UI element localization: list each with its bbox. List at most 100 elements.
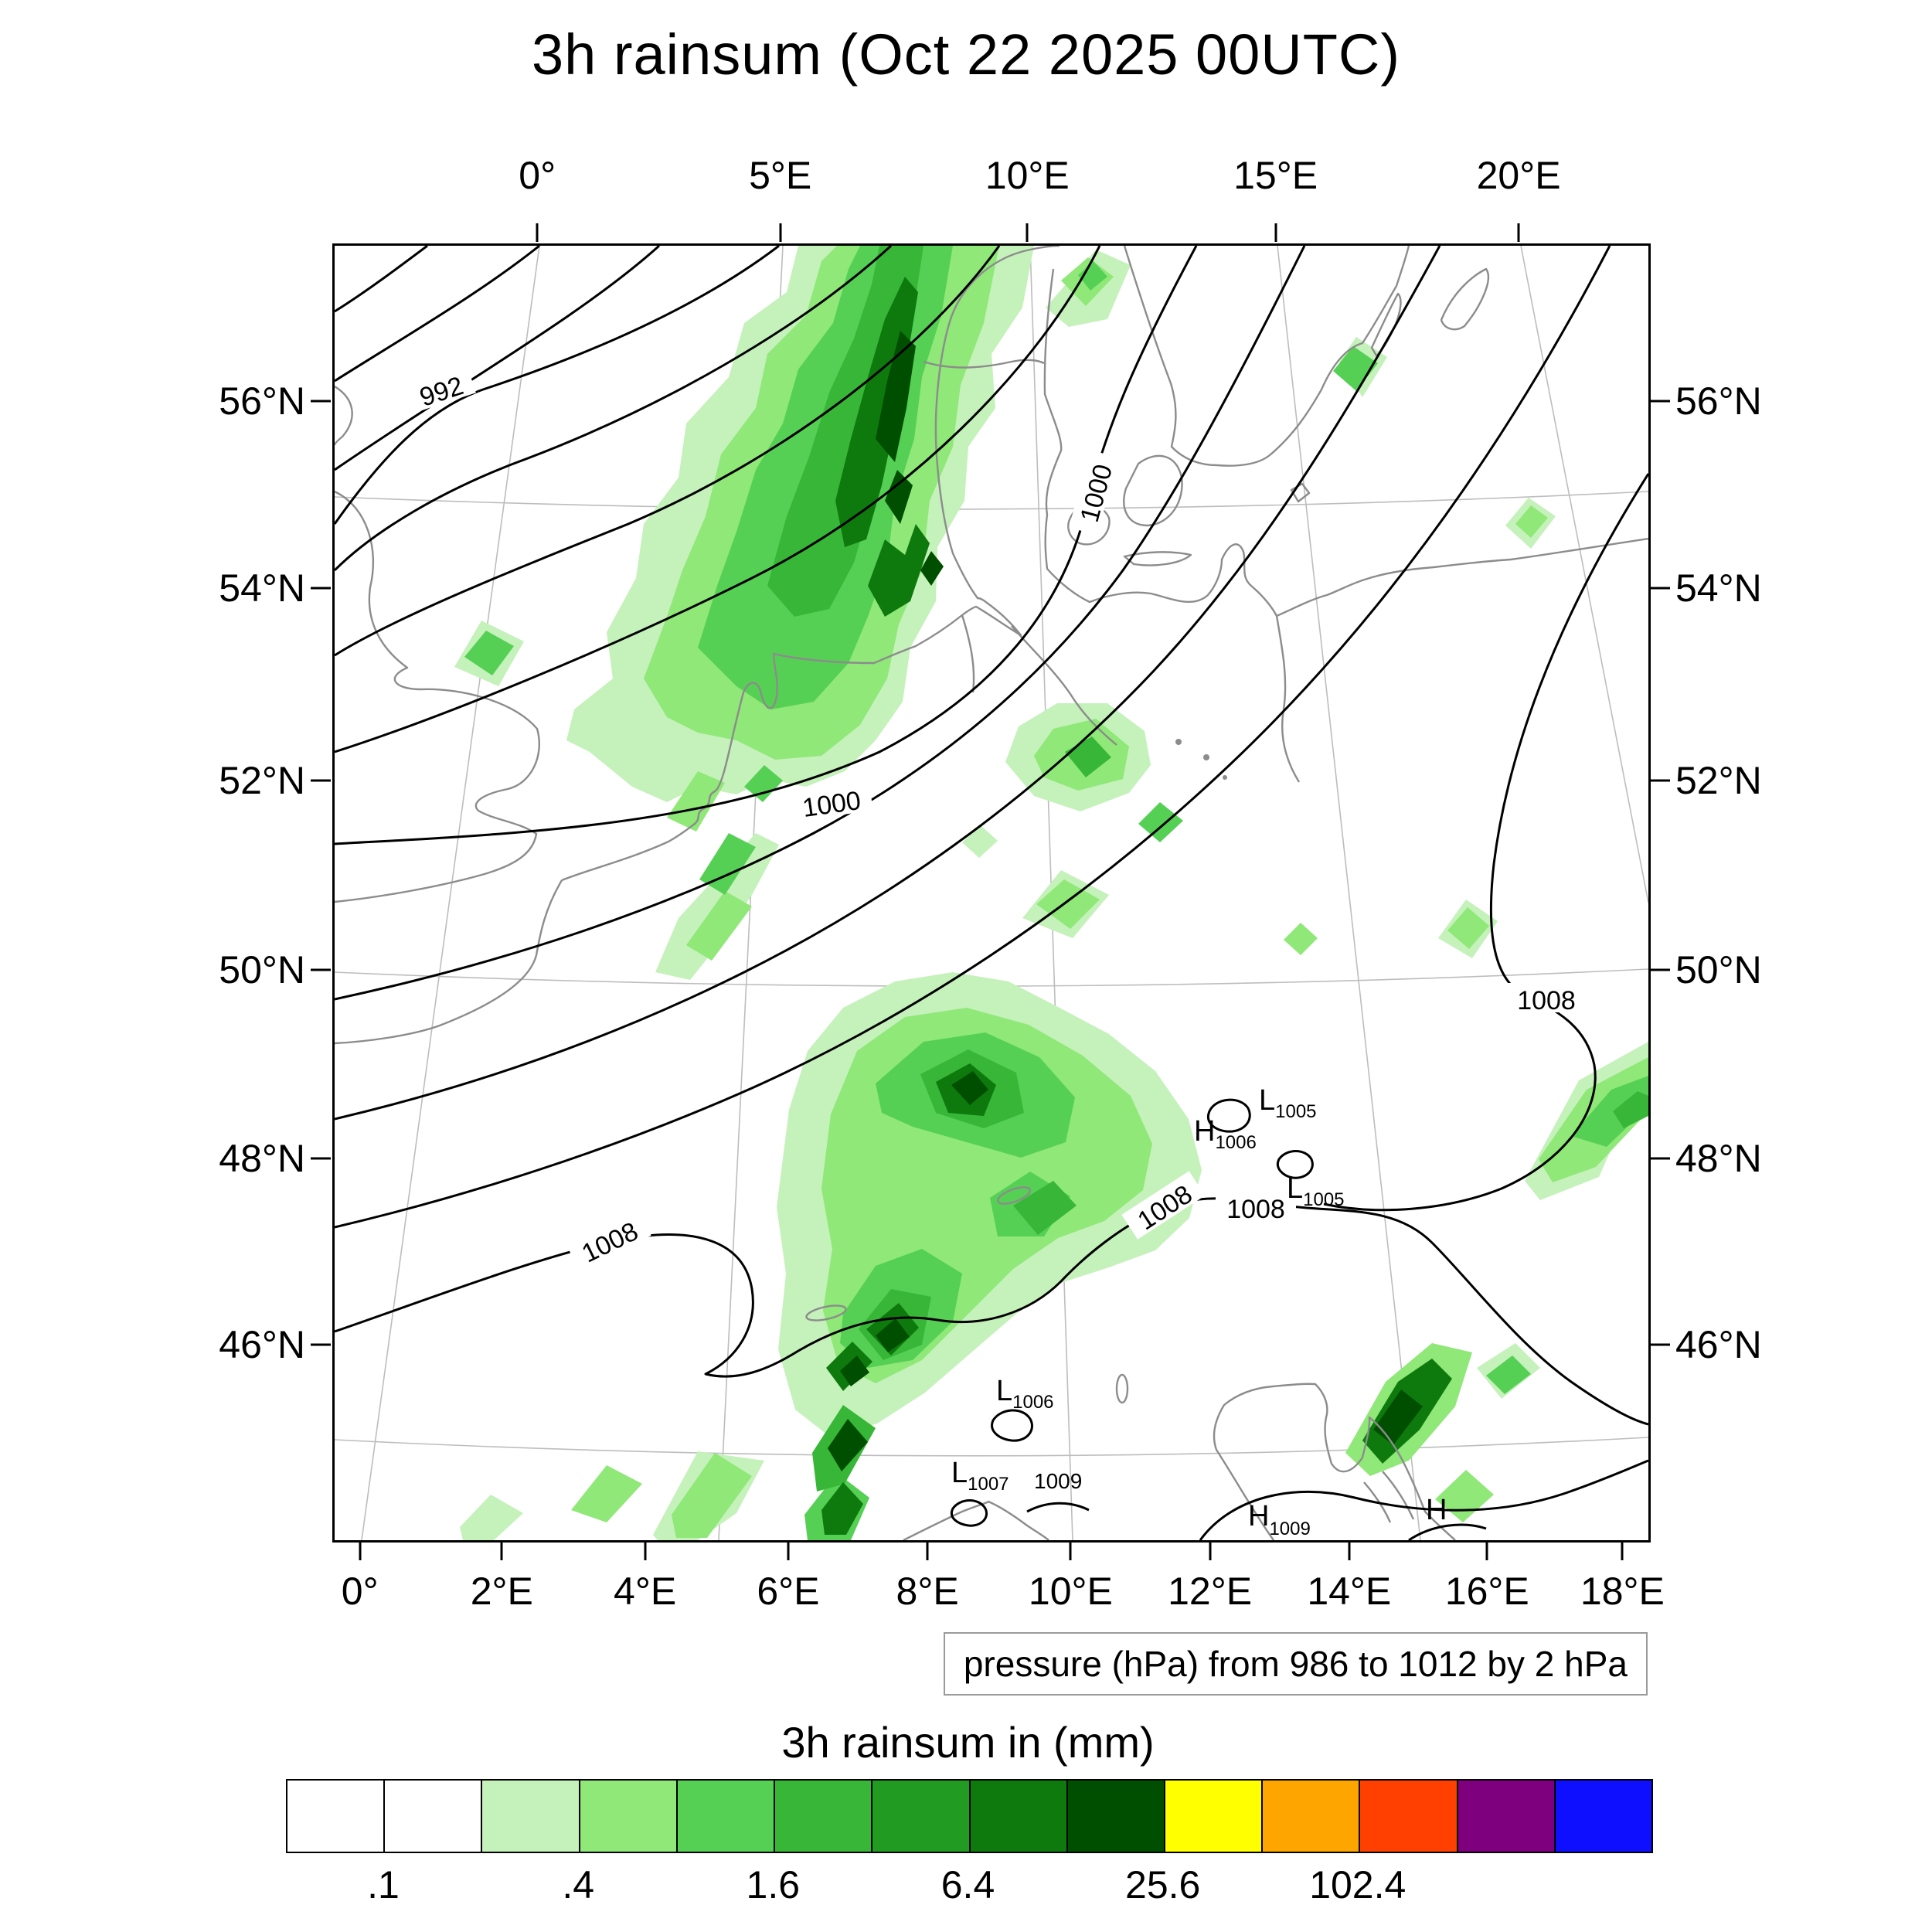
svg-text:1000: 1000 [1075, 461, 1118, 526]
colorbar-tick-label: .4 [562, 1863, 595, 1906]
colorbar-segment [968, 1781, 1066, 1852]
axis-tick-left [311, 968, 331, 971]
colorbar-segment [578, 1781, 676, 1852]
axis-tick-left [311, 400, 331, 403]
isobar-1004 [335, 246, 1441, 1121]
isobar-990 [335, 246, 661, 471]
isobar-loop-l1005a [1207, 1098, 1251, 1133]
axis-tick-top [1026, 223, 1029, 242]
colorbar-segment [675, 1781, 774, 1852]
island-lolland [1123, 551, 1192, 566]
coastline-adriatic [1213, 1383, 1456, 1540]
axis-tick-bottom [926, 1542, 929, 1560]
isobar-1008-south [335, 1197, 1648, 1426]
axis-label-bottom: 2°E [470, 1570, 533, 1613]
axis-tick-right [1650, 968, 1670, 971]
contour-label: 1000 [1069, 450, 1118, 536]
axis-label-left: 46°N [219, 1323, 305, 1367]
svg-text:1008: 1008 [1226, 1195, 1285, 1224]
axis-label-top: 5°E [749, 154, 812, 197]
axis-label-right: 54°N [1675, 566, 1762, 610]
contour-label: 1000 [789, 781, 873, 823]
lake-garda [1115, 1373, 1129, 1404]
pressure-caption: pressure (hPa) from 986 to 1012 by 2 hPa [943, 1632, 1648, 1696]
croatian-islands [1363, 1471, 1415, 1523]
river-elbe [1011, 625, 1117, 746]
axis-tick-right [1650, 587, 1670, 590]
rain-layer [454, 246, 1648, 1540]
axis-label-top: 10°E [985, 154, 1070, 197]
graticule-layer [335, 246, 1648, 1540]
axis-label-right: 50°N [1675, 947, 1762, 992]
pressure-contour-layer [335, 246, 1648, 1540]
axis-label-left: 56°N [219, 379, 305, 423]
lake-dot [1175, 739, 1182, 745]
parallel-line [335, 1437, 1648, 1457]
axis-tick-bottom [1621, 1542, 1624, 1560]
axis-right-labels: 56°N 54°N 52°N 50°N 48°N 46°N [1675, 243, 1842, 1538]
island-gotland [1440, 267, 1490, 331]
lake-dot [1203, 754, 1209, 760]
axis-tick-top [1274, 223, 1277, 242]
axis-tick-bottom [1348, 1542, 1351, 1560]
axis-tick-bottom [787, 1542, 790, 1560]
axis-label-bottom: 8°E [896, 1570, 959, 1613]
isobar-986 [335, 246, 428, 313]
pressure-center: H1009 [1248, 1500, 1311, 1539]
coastline-liguria [903, 1500, 1049, 1540]
colorbar [286, 1779, 1653, 1853]
island-sjaelland [1123, 454, 1183, 527]
parallel-line [335, 491, 1648, 510]
contour-label: 1008 [1216, 1192, 1296, 1224]
axis-bottom-labels: 0° 2°E 4°E 6°E 8°E 10°E 12°E 14°E 16°E 18°E [332, 1569, 1665, 1615]
axis-tick-bottom [359, 1542, 362, 1560]
river-oder [1275, 615, 1301, 783]
axis-label-top: 15°E [1233, 154, 1318, 197]
colorbar-tick-label: 1.6 [746, 1863, 801, 1906]
axis-label-bottom: 6°E [757, 1570, 820, 1613]
axis-tick-left [311, 1157, 331, 1160]
colorbar-segment [1163, 1781, 1262, 1852]
map-plot-area: 992 1000 1000 1008 1008 [332, 243, 1651, 1543]
isobar-bottom-right [1199, 1459, 1648, 1540]
axis-label-top: 0° [519, 154, 556, 197]
colorbar-segment [481, 1781, 579, 1852]
axis-top-ticks [332, 223, 1646, 242]
axis-label-right: 48°N [1675, 1137, 1762, 1181]
coastline-denmark-east [1043, 268, 1648, 617]
isobar-988 [335, 246, 540, 383]
axis-tick-left [311, 1343, 331, 1346]
axis-label-left: 48°N [219, 1137, 305, 1181]
colorbar-title: 3h rainsum in (mm) [781, 1718, 1155, 1767]
isobar-1006 [335, 246, 1611, 1229]
pressure-center: H1006 [1194, 1115, 1257, 1153]
isobar-996 [335, 246, 1001, 657]
axis-label-bottom: 18°E [1580, 1570, 1665, 1613]
lake-geneva [805, 1304, 847, 1321]
svg-text:1008: 1008 [1517, 986, 1576, 1015]
colorbar-segment [774, 1781, 872, 1852]
axis-label-right: 52°N [1675, 759, 1762, 803]
colorbar-tick-labels: .1 .4 1.6 6.4 25.6 102.4 [286, 1862, 1650, 1909]
axis-tick-right [1650, 400, 1670, 403]
axis-tick-right [1650, 1343, 1670, 1346]
lake-constance [996, 1186, 1032, 1205]
axis-tick-bottom [644, 1542, 647, 1560]
axis-tick-bottom [500, 1542, 503, 1560]
axis-label-bottom: 10°E [1028, 1570, 1113, 1613]
axis-bottom-ticks [332, 1542, 1646, 1560]
axis-tick-bottom [1069, 1542, 1072, 1560]
axis-label-bottom: 14°E [1307, 1570, 1392, 1613]
axis-label-left: 52°N [219, 759, 305, 803]
axis-left-ticks [311, 243, 331, 1538]
isobar-992 [335, 246, 780, 525]
axis-label-top: 20°E [1476, 154, 1561, 197]
colorbar-segment [1066, 1781, 1164, 1852]
meridian-line [1520, 246, 1648, 903]
meridian-line [361, 246, 540, 1540]
axis-tick-left [311, 779, 331, 782]
contour-label: 1008 [1506, 983, 1587, 1015]
isobar-994 [335, 246, 893, 572]
colorbar-tick-label: 102.4 [1309, 1863, 1406, 1906]
